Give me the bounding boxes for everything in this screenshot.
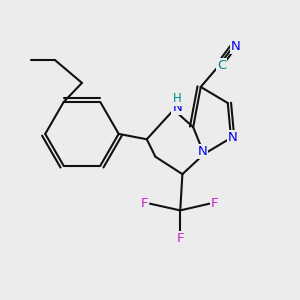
Text: N: N — [228, 131, 237, 144]
Text: H: H — [173, 92, 182, 105]
Text: N: N — [172, 101, 182, 114]
Text: F: F — [141, 197, 148, 210]
Text: N: N — [231, 40, 240, 53]
Text: C: C — [217, 59, 226, 72]
Text: F: F — [176, 232, 184, 245]
Text: N: N — [198, 145, 207, 158]
Text: F: F — [211, 197, 218, 210]
